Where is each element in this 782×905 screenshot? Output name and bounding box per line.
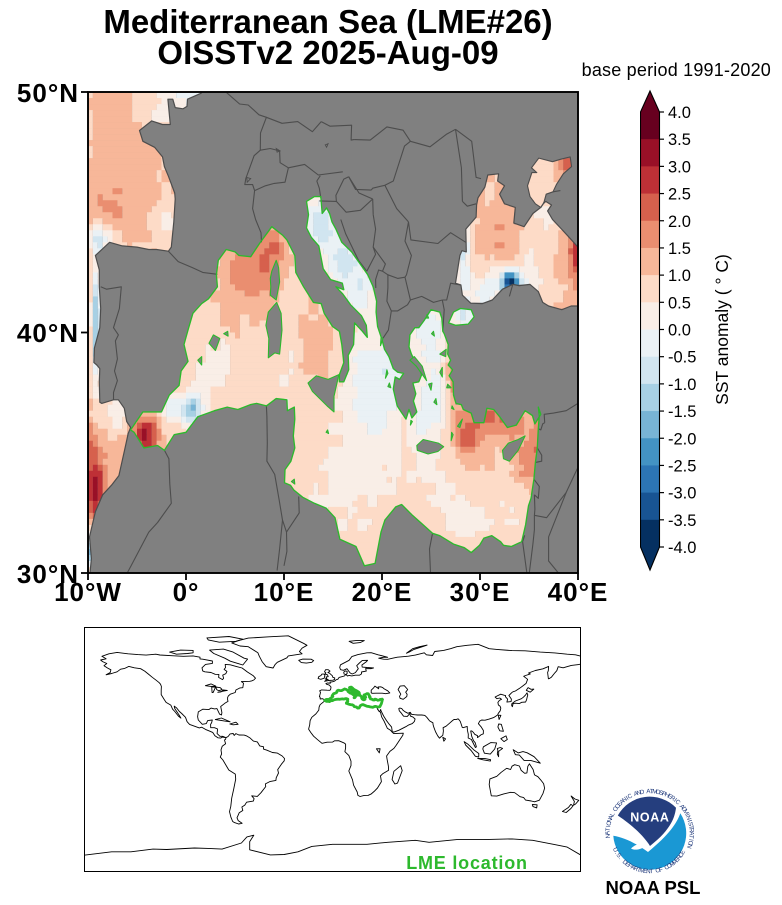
svg-text:P: P — [626, 862, 633, 870]
svg-text:-2.0: -2.0 — [668, 430, 696, 448]
svg-text:R: R — [632, 865, 639, 873]
svg-text:H: H — [663, 791, 670, 799]
svg-text:SST anomaly ( ° C): SST anomaly ( ° C) — [712, 254, 732, 405]
svg-text:T: T — [687, 825, 694, 830]
svg-text:N: N — [646, 868, 651, 875]
svg-text:1.0: 1.0 — [668, 267, 691, 285]
svg-text:E: E — [679, 849, 687, 856]
svg-text:U: U — [611, 846, 619, 853]
svg-text:A: A — [630, 864, 638, 872]
svg-text:-3.5: -3.5 — [668, 512, 696, 530]
svg-text:T: T — [687, 835, 694, 840]
svg-text:S: S — [686, 821, 694, 827]
svg-text:0.5: 0.5 — [668, 294, 691, 312]
svg-text:C: C — [663, 863, 671, 872]
svg-text:E: E — [666, 793, 673, 801]
svg-text:NOAA: NOAA — [630, 811, 669, 825]
svg-text:1.5: 1.5 — [668, 240, 691, 258]
svg-text:2.0: 2.0 — [668, 213, 691, 231]
svg-text:O: O — [666, 862, 674, 871]
svg-text:O: O — [686, 840, 694, 847]
svg-text:0.0: 0.0 — [668, 322, 691, 340]
svg-text:3.0: 3.0 — [668, 158, 691, 176]
svg-text:.: . — [613, 850, 620, 855]
svg-text:-1.0: -1.0 — [668, 376, 696, 394]
svg-text:A: A — [605, 830, 612, 835]
svg-text:L: L — [609, 811, 617, 818]
svg-text:C: C — [674, 798, 682, 807]
svg-text:N: N — [636, 789, 642, 797]
svg-text:D: D — [639, 788, 645, 796]
svg-text:N: N — [685, 843, 693, 849]
svg-text:R: R — [687, 828, 694, 833]
svg-text:S: S — [658, 789, 664, 797]
svg-text:P: P — [661, 790, 667, 798]
svg-text:A: A — [607, 813, 615, 820]
svg-text:T: T — [636, 866, 642, 874]
svg-text:R: R — [669, 794, 677, 803]
svg-text:I: I — [684, 813, 691, 818]
svg-text:LME location: LME location — [406, 853, 528, 872]
svg-text:E: E — [624, 861, 631, 869]
svg-text:-1.5: -1.5 — [668, 403, 696, 421]
svg-text:A: A — [678, 803, 687, 811]
svg-text:D: D — [680, 806, 689, 814]
svg-text:M: M — [668, 860, 676, 869]
svg-text:S: S — [614, 852, 622, 859]
svg-text:N: N — [605, 834, 612, 839]
svg-text:4.0: 4.0 — [668, 104, 691, 122]
svg-text:M: M — [652, 788, 658, 796]
svg-text:I: I — [605, 825, 612, 828]
svg-text:C: C — [626, 792, 634, 801]
svg-text:C: C — [677, 851, 686, 859]
svg-text:E: E — [673, 856, 681, 864]
svg-text:T: T — [649, 868, 653, 875]
svg-text:I: I — [672, 797, 678, 804]
svg-text:-0.5: -0.5 — [668, 349, 696, 367]
svg-text:A: A — [688, 831, 695, 836]
svg-text:T: T — [650, 788, 654, 795]
svg-text:T: T — [605, 827, 612, 832]
svg-text:2.5: 2.5 — [668, 186, 691, 204]
svg-text:N: N — [684, 815, 692, 822]
svg-text:D: D — [621, 859, 629, 868]
svg-text:-3.0: -3.0 — [668, 485, 696, 503]
svg-text:-2.5: -2.5 — [668, 457, 696, 475]
svg-text:.: . — [617, 855, 624, 861]
svg-text:A: A — [646, 788, 651, 795]
svg-text:O: O — [655, 789, 661, 797]
svg-text:R: R — [675, 853, 684, 861]
svg-text:O: O — [612, 805, 621, 813]
svg-text:A: A — [618, 798, 626, 807]
svg-text:A: A — [633, 790, 640, 798]
svg-text:F: F — [658, 866, 664, 874]
svg-text:I: I — [686, 819, 693, 823]
svg-text:M: M — [671, 858, 679, 867]
svg-text:O: O — [655, 867, 661, 875]
svg-text:N: N — [621, 796, 629, 804]
svg-text:-4.0: -4.0 — [668, 539, 696, 557]
svg-text:O: O — [605, 820, 613, 827]
svg-text:M: M — [681, 808, 690, 816]
svg-text:I: I — [687, 838, 694, 841]
svg-text:E: E — [643, 868, 648, 875]
svg-text:E: E — [616, 800, 624, 808]
svg-text:I: I — [625, 795, 630, 802]
svg-text:N: N — [606, 817, 614, 823]
svg-text:M: M — [639, 867, 645, 875]
svg-text:C: C — [614, 802, 623, 810]
svg-text:3.5: 3.5 — [668, 131, 691, 149]
